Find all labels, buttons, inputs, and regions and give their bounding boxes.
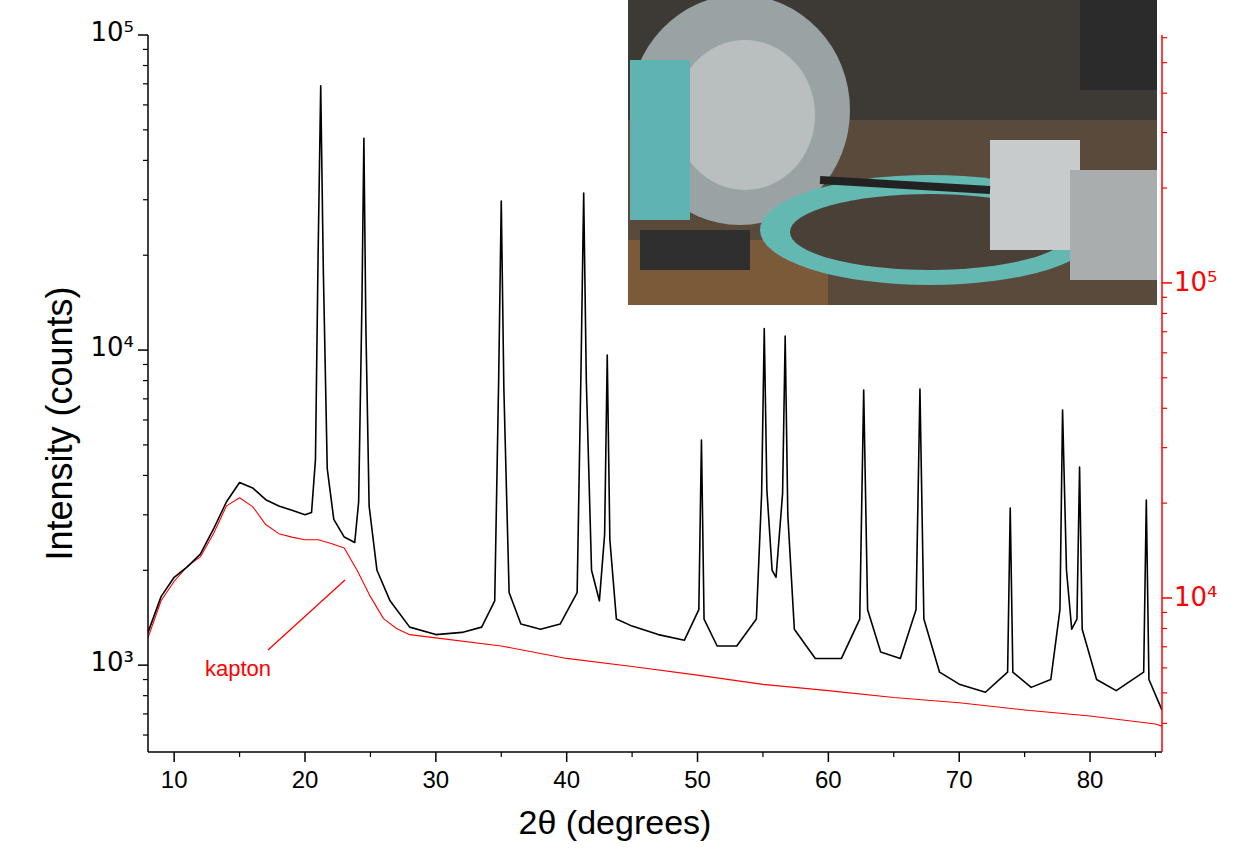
- x-tick: [435, 752, 437, 762]
- y2-minor-tick: [1162, 37, 1167, 38]
- x-tick-label: 20: [292, 766, 319, 793]
- x-minor-tick: [1155, 752, 1156, 757]
- y2-minor-tick: [1162, 723, 1167, 724]
- y2-minor-tick: [1162, 313, 1167, 314]
- y2-minor-tick: [1162, 352, 1167, 353]
- y2-minor-tick: [1162, 187, 1167, 188]
- x-tick-label: 60: [815, 766, 842, 793]
- y-minor-tick: [143, 570, 148, 571]
- y-minor-tick: [143, 734, 148, 735]
- y2-minor-tick: [1162, 408, 1167, 409]
- x-tick-label: 10: [161, 766, 188, 793]
- x-minor-tick: [239, 752, 240, 757]
- photo-inset: [628, 0, 1157, 305]
- y-minor-tick: [143, 419, 148, 420]
- y2-tick: [1162, 597, 1172, 599]
- x-tick-label: 50: [684, 766, 711, 793]
- y2-minor-tick: [1162, 447, 1167, 448]
- photo-shape: [990, 140, 1080, 250]
- y-minor-tick: [143, 129, 148, 130]
- photo-shape: [675, 40, 815, 190]
- y-axis-title: Intensity (counts): [39, 286, 80, 560]
- x-minor-tick: [762, 752, 763, 757]
- x-minor-tick: [501, 752, 502, 757]
- y2-minor-tick: [1162, 93, 1167, 94]
- y2-minor-tick: [1162, 132, 1167, 133]
- y2-minor-tick: [1162, 612, 1167, 613]
- y-minor-tick: [143, 364, 148, 365]
- photo-shape: [630, 60, 690, 220]
- photo-shape: [1080, 0, 1157, 90]
- y-tick-label: 10⁵: [90, 17, 134, 47]
- x-tick: [828, 752, 830, 762]
- x-axis-line: [148, 751, 1162, 753]
- chart: 10 20 30 40 50 60 70 80 10³ 10⁴ 10⁵ 10⁴ 10⁵ 2θ (degre…: [0, 0, 1258, 857]
- x-tick: [304, 752, 306, 762]
- y-tick-label: 10³: [90, 647, 134, 677]
- y2-minor-tick: [1162, 692, 1167, 693]
- y-minor-tick: [143, 713, 148, 714]
- series-label: kapton: [205, 656, 271, 681]
- y2-tick-label: 10⁵: [1174, 267, 1218, 297]
- x-tick: [173, 752, 175, 762]
- x-tick: [697, 752, 699, 762]
- y2-axis-line: [1161, 35, 1163, 752]
- y-minor-tick: [143, 104, 148, 105]
- x-tick-label: 70: [946, 766, 973, 793]
- y2-tick: [1162, 282, 1172, 284]
- y-minor-tick: [143, 514, 148, 515]
- y-minor-tick: [143, 255, 148, 256]
- y-minor-tick: [143, 49, 148, 50]
- y-minor-tick: [143, 695, 148, 696]
- x-tick-label: 30: [422, 766, 449, 793]
- x-minor-tick: [632, 752, 633, 757]
- y-tick: [138, 34, 148, 36]
- y2-minor-tick: [1162, 646, 1167, 647]
- y-minor-tick: [143, 160, 148, 161]
- y-minor-tick: [143, 398, 148, 399]
- x-minor-tick: [1024, 752, 1025, 757]
- y2-minor-tick: [1162, 628, 1167, 629]
- y-minor-tick: [143, 65, 148, 66]
- y-tick-label: 10⁴: [90, 332, 134, 362]
- x-tick-label: 40: [553, 766, 580, 793]
- x-tick: [958, 752, 960, 762]
- y-minor-tick: [143, 475, 148, 476]
- x-tick-label: 80: [1077, 766, 1104, 793]
- y2-minor-tick: [1162, 377, 1167, 378]
- photo-shape: [640, 230, 750, 270]
- y-tick: [138, 664, 148, 666]
- y2-tick-label: 10⁴: [1174, 582, 1218, 612]
- photo-shape: [1070, 170, 1157, 280]
- x-minor-tick: [370, 752, 371, 757]
- leader-line: [268, 580, 345, 650]
- photo-shape: [820, 180, 990, 190]
- y2-minor-tick: [1162, 667, 1167, 668]
- y-minor-tick: [143, 83, 148, 84]
- y2-minor-tick: [1162, 331, 1167, 332]
- y-axis-line: [147, 35, 149, 752]
- y-tick: [138, 349, 148, 351]
- y2-minor-tick: [1162, 503, 1167, 504]
- y-minor-tick: [143, 444, 148, 445]
- x-tick: [566, 752, 568, 762]
- y-minor-tick: [143, 679, 148, 680]
- x-tick: [1089, 752, 1091, 762]
- x-minor-tick: [893, 752, 894, 757]
- x-axis-title: 2θ (degrees): [519, 803, 712, 841]
- y-minor-tick: [143, 380, 148, 381]
- y2-minor-tick: [1162, 297, 1167, 298]
- y2-minor-tick: [1162, 62, 1167, 63]
- y-minor-tick: [143, 199, 148, 200]
